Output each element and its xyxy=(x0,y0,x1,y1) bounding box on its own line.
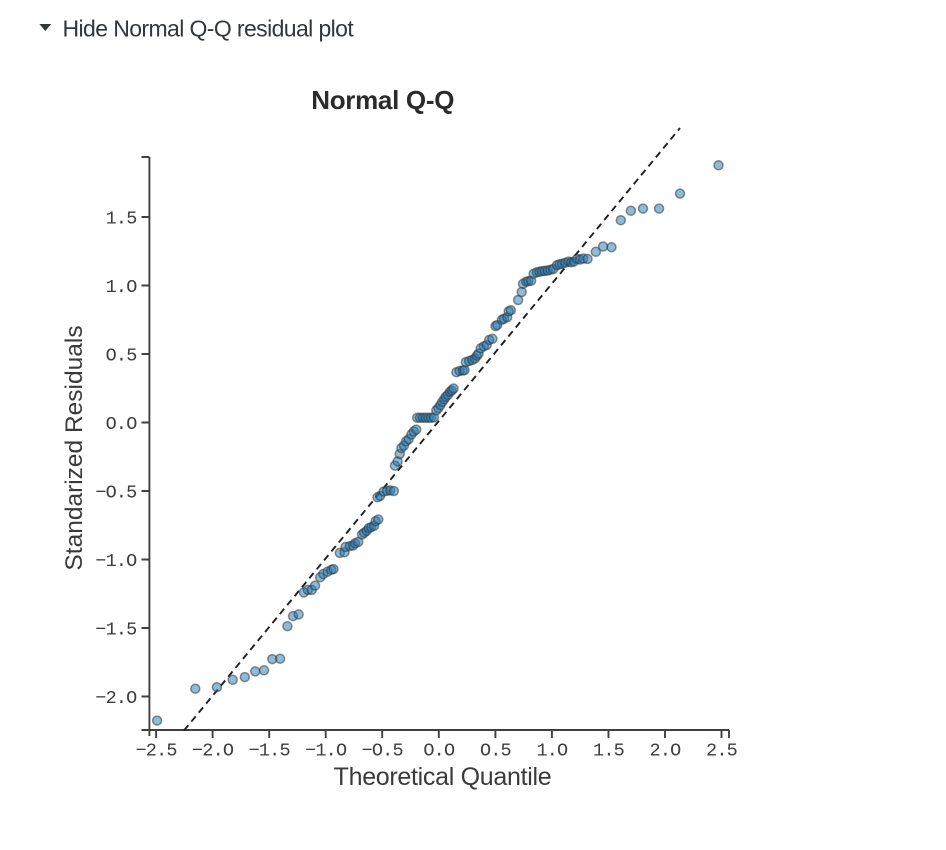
svg-text:1.5: 1.5 xyxy=(106,208,137,229)
svg-text:−1.O: −1.O xyxy=(305,741,347,762)
svg-text:−2.O: −2.O xyxy=(192,741,234,762)
svg-text:O.O: O.O xyxy=(106,414,138,435)
svg-text:−1.5: −1.5 xyxy=(249,741,290,762)
svg-text:2.O: 2.O xyxy=(650,741,682,762)
svg-text:−2.O: −2.O xyxy=(95,688,137,709)
svg-text:−O.5: −O.5 xyxy=(95,482,136,503)
svg-text:Hide Normal Q-Q residual plot: Hide Normal Q-Q residual plot xyxy=(63,15,355,41)
svg-text:−2.5: −2.5 xyxy=(135,741,176,762)
svg-text:1.5: 1.5 xyxy=(593,741,624,762)
svg-text:O.O: O.O xyxy=(423,741,455,762)
svg-text:−1.O: −1.O xyxy=(95,551,137,572)
svg-text:O.5: O.5 xyxy=(106,345,137,366)
svg-text:2.5: 2.5 xyxy=(706,741,737,762)
svg-text:−1.5: −1.5 xyxy=(95,619,136,640)
svg-text:Theoretical Quantile: Theoretical Quantile xyxy=(334,763,552,791)
svg-text:1.O: 1.O xyxy=(106,277,138,298)
svg-text:−O.5: −O.5 xyxy=(362,741,403,762)
svg-text:O.5: O.5 xyxy=(480,741,511,762)
svg-text:Normal Q-Q: Normal Q-Q xyxy=(311,85,454,115)
svg-text:1.O: 1.O xyxy=(536,741,568,762)
svg-text:Standarized Residuals: Standarized Residuals xyxy=(61,325,88,570)
